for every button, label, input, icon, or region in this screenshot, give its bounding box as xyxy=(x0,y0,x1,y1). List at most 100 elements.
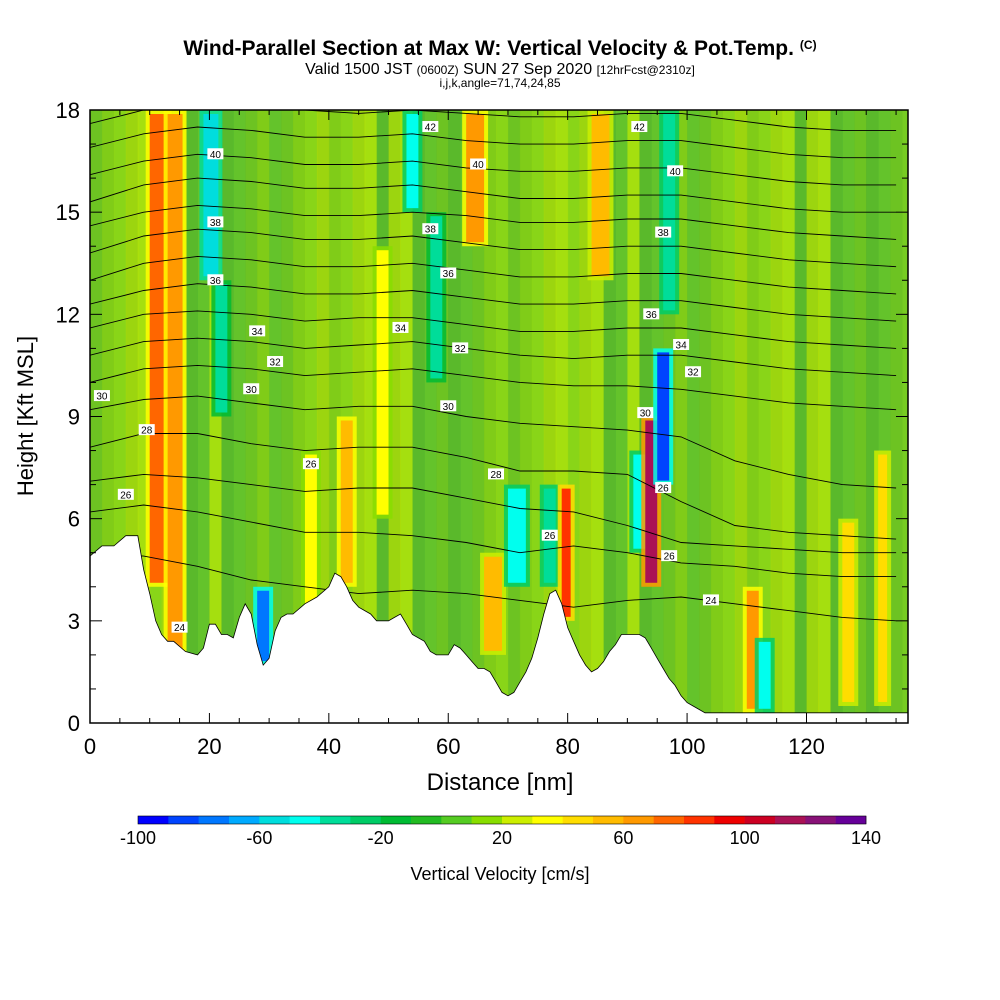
velocity-bands xyxy=(145,110,892,713)
velocity-band xyxy=(149,114,168,583)
velocity-stripe xyxy=(448,110,461,723)
contour-label-bg xyxy=(661,550,678,562)
chart-subtitle: Valid 1500 JST (0600Z) SUN 27 Sep 2020 [… xyxy=(0,61,1000,79)
y-tick-label: 0 xyxy=(68,711,80,736)
contour-label: 40 xyxy=(207,148,224,161)
velocity-band xyxy=(591,114,610,277)
velocity-band xyxy=(878,454,888,702)
forecast-info: [12hrFcst@2310z] xyxy=(596,63,695,77)
contour-label-bg xyxy=(673,338,690,350)
contour-label: 24 xyxy=(171,621,188,634)
contour-label-text: 42 xyxy=(425,123,437,134)
velocity-band xyxy=(257,590,270,662)
colorbar-swatch xyxy=(502,816,533,824)
colorbar-tick-label: -20 xyxy=(368,828,394,848)
contour-label-text: 26 xyxy=(120,490,132,501)
velocity-band xyxy=(746,590,759,709)
contour-label-text: 30 xyxy=(96,392,108,403)
contour-label-text: 26 xyxy=(664,552,676,563)
colorbar-swatch xyxy=(562,816,594,824)
velocity-band xyxy=(657,352,670,481)
velocity-stripe xyxy=(281,110,294,723)
contour-label-text: 40 xyxy=(210,150,222,161)
colorbar-frame xyxy=(137,815,867,825)
velocity-band xyxy=(203,114,219,277)
colorbar-tick-label: 140 xyxy=(851,828,881,848)
colorbar-swatch xyxy=(714,816,745,824)
colorbar-swatch xyxy=(198,816,230,824)
contour-label-bg xyxy=(171,621,188,633)
velocity-stripe xyxy=(257,110,270,723)
velocity-stripe xyxy=(615,110,628,723)
contour-label-bg xyxy=(643,308,660,320)
valid-time: Valid 1500 JST xyxy=(305,61,413,78)
velocity-band xyxy=(167,114,183,651)
colorbar-tick-label: -60 xyxy=(246,828,272,848)
velocity-stripe xyxy=(782,110,796,723)
velocity-band xyxy=(215,284,228,413)
copyright-mark: (C) xyxy=(799,38,817,52)
contour-label-text: 28 xyxy=(141,426,153,437)
contour-label-text: 38 xyxy=(658,228,670,239)
colorbar-swatch xyxy=(835,816,867,824)
contour-label: 38 xyxy=(422,223,439,236)
theta-contour-line xyxy=(90,255,897,295)
velocity-stripe xyxy=(794,110,807,723)
contour-label: 36 xyxy=(643,308,660,321)
velocity-band xyxy=(304,454,317,617)
contour-label: 30 xyxy=(243,383,260,396)
theta-contour-line xyxy=(90,433,897,540)
contour-label-text: 28 xyxy=(490,470,502,481)
theta-contour-line xyxy=(90,552,897,622)
x-tick-label: 60 xyxy=(436,734,460,759)
contour-label-bg xyxy=(207,148,224,160)
colorbar: -100 -60 -20 20 60 100 140 xyxy=(120,815,881,848)
contour-label-text: 30 xyxy=(443,402,455,413)
velocity-band xyxy=(376,250,389,515)
x-tick-label: 0 xyxy=(84,734,96,759)
velocity-stripe xyxy=(245,110,258,723)
contour-label-text: 36 xyxy=(210,276,222,287)
theta-contour-line xyxy=(90,337,897,377)
colorbar-tick-label: 20 xyxy=(492,828,512,848)
velocity-stripe xyxy=(233,110,246,723)
colorbar-swatch xyxy=(289,816,321,824)
contour-label-text: 42 xyxy=(634,123,646,134)
contour-label-bg xyxy=(207,274,224,286)
x-tick-label: 40 xyxy=(317,734,341,759)
contour-label-text: 36 xyxy=(443,269,455,280)
contour-label-bg xyxy=(667,165,684,177)
contour-label-text: 34 xyxy=(676,340,688,351)
theta-contour-line xyxy=(90,504,897,578)
velocity-stripe xyxy=(770,110,784,723)
theta-contour-line xyxy=(90,283,897,322)
velocity-band xyxy=(758,641,771,709)
contour-label: 32 xyxy=(685,366,702,379)
contour-label-bg xyxy=(138,424,155,436)
plot-area: 24 24 26 26 26 26 26 28 28 30 30 30 30 32 32 32 34 34 34 36… xyxy=(89,109,909,724)
contour-label-text: 32 xyxy=(270,358,282,369)
contour-label-bg xyxy=(655,482,672,494)
velocity-band xyxy=(633,454,646,549)
contour-label-text: 30 xyxy=(640,409,652,420)
colorbar-swatch xyxy=(441,816,472,824)
contour-label-bg xyxy=(117,488,134,500)
contour-label-text: 34 xyxy=(252,327,264,338)
contour-label: 24 xyxy=(702,594,719,607)
contour-label: 28 xyxy=(488,468,505,481)
terrain-mask xyxy=(89,535,909,724)
contour-label: 30 xyxy=(93,390,110,403)
theta-contour-line xyxy=(90,364,897,411)
x-tick-label: 20 xyxy=(197,734,221,759)
x-axis-label: Distance [nm] xyxy=(427,769,574,796)
contour-label-bg xyxy=(302,458,319,470)
colorbar-swatch xyxy=(805,816,836,824)
chart-title-text: Wind-Parallel Section at Max W: Vertical… xyxy=(183,37,794,60)
contour-label-bg xyxy=(207,216,224,228)
colorbar-tick-label: -100 xyxy=(120,828,156,848)
velocity-stripe xyxy=(722,110,736,723)
contour-label-text: 36 xyxy=(646,310,658,321)
grid-indices: i,j,k,angle=71,74,24,85 xyxy=(439,76,561,90)
contour-label-text: 32 xyxy=(687,368,699,379)
